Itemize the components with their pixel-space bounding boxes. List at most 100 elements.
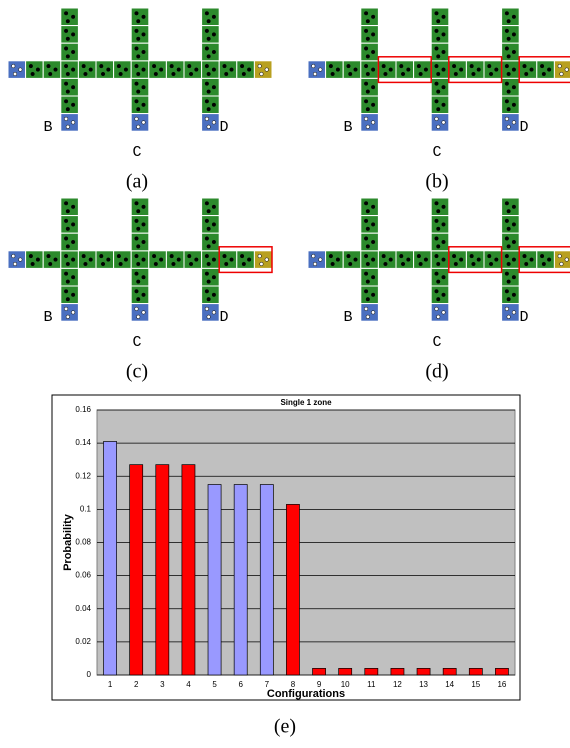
tile-dot: [366, 125, 370, 129]
tile-dot: [82, 254, 86, 258]
tile-dot: [247, 68, 251, 72]
tile: [502, 61, 520, 79]
tile-dot: [366, 19, 370, 23]
tile-dot: [230, 258, 234, 262]
tile-dot: [135, 201, 139, 205]
tile-dot: [212, 311, 216, 315]
tile: [26, 61, 44, 79]
tile-dot: [507, 107, 511, 111]
tile: [326, 251, 344, 269]
tile-dot: [354, 258, 358, 262]
tile-dot: [212, 68, 216, 72]
tile-dot: [512, 293, 516, 297]
tile: [202, 233, 220, 251]
tile-dot: [524, 262, 528, 266]
tile: [431, 43, 449, 61]
tile-dot: [135, 289, 139, 293]
tile-dot: [152, 64, 156, 68]
tile-dot: [64, 47, 68, 51]
tile-dot: [512, 121, 516, 125]
tile-dot: [319, 258, 323, 262]
tile-dot: [89, 258, 93, 262]
tile: [502, 268, 520, 286]
tile-dot: [364, 47, 368, 51]
tile-dot: [107, 258, 111, 262]
tile: [237, 61, 255, 79]
tile: [361, 251, 379, 269]
tile-dot: [364, 307, 368, 311]
tile-dot: [505, 64, 509, 68]
tile-dot: [540, 64, 544, 68]
bar: [339, 668, 352, 675]
tile-dot: [240, 64, 244, 68]
tile-dot: [399, 254, 403, 258]
bar: [130, 465, 143, 675]
tile: [502, 304, 520, 322]
tile-dot: [135, 272, 139, 276]
tile-dot: [71, 205, 75, 209]
tile-dot: [142, 205, 146, 209]
node-label: C: [132, 144, 141, 161]
tile-dot: [560, 262, 564, 266]
tile-dot: [452, 64, 456, 68]
tile-dot: [64, 201, 68, 205]
tile: [202, 114, 220, 132]
tile: [431, 96, 449, 114]
node-label: C: [432, 334, 441, 351]
tile-dot: [212, 50, 216, 54]
tile-dot: [136, 125, 140, 129]
tile-dot: [505, 47, 509, 51]
tile-dot: [242, 72, 246, 76]
tile-dot: [435, 47, 439, 51]
tile-dot: [66, 90, 70, 94]
tile-dot: [505, 254, 509, 258]
tile-dot: [224, 72, 228, 76]
tile: [61, 114, 79, 132]
tile-dot: [419, 72, 423, 76]
tile: [414, 251, 432, 269]
tile: [361, 268, 379, 286]
panel: BCD(c): [8, 198, 272, 383]
tile-dot: [435, 201, 439, 205]
tile-dot: [205, 82, 209, 86]
tile-dot: [507, 19, 511, 23]
tile-dot: [435, 254, 439, 258]
tile: [466, 61, 484, 79]
tile-dot: [170, 254, 174, 258]
tile-dot: [205, 307, 209, 311]
tile-dot: [177, 258, 181, 262]
tile: [502, 114, 520, 132]
tile-dot: [487, 254, 491, 258]
tile-dot: [442, 240, 446, 244]
tile-dot: [36, 68, 40, 72]
tile: [254, 61, 272, 79]
tile: [131, 233, 149, 251]
tile: [96, 251, 114, 269]
tile: [431, 114, 449, 132]
tile-dot: [384, 262, 388, 266]
tile-dot: [442, 68, 446, 72]
tile: [202, 43, 220, 61]
tile-dot: [436, 19, 440, 23]
tile-dot: [331, 72, 335, 76]
tile-dot: [523, 64, 527, 68]
tile: [131, 8, 149, 26]
tile-dot: [371, 205, 375, 209]
tile-dot: [124, 68, 128, 72]
tile-dot: [135, 11, 139, 15]
tile-dot: [442, 15, 446, 19]
tile-dot: [142, 258, 146, 262]
tile-dot: [230, 68, 234, 72]
tile-dot: [364, 64, 368, 68]
tile-dot: [205, 11, 209, 15]
tile-dot: [66, 262, 70, 266]
tile-dot: [84, 72, 88, 76]
tile-dot: [366, 72, 370, 76]
tile-dot: [205, 289, 209, 293]
tile: [131, 78, 149, 96]
tile-dot: [371, 103, 375, 107]
tile-dot: [119, 72, 123, 76]
tile-dot: [436, 125, 440, 129]
tile-dot: [366, 37, 370, 41]
tile-dot: [364, 29, 368, 33]
